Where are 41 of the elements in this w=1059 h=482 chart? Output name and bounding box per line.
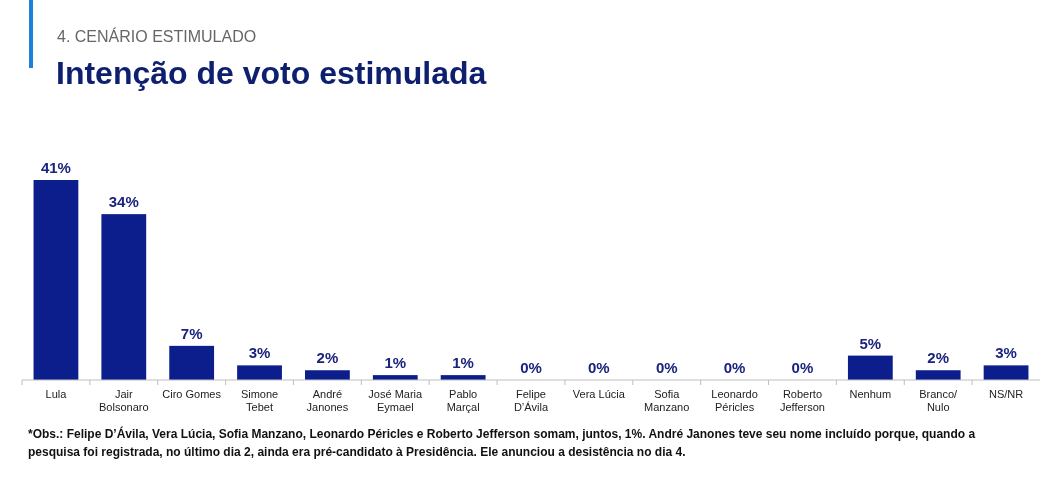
x-tick-label: NS/NR bbox=[988, 388, 1024, 400]
x-tick-label: Pablo Marçal bbox=[446, 388, 480, 413]
x-tick-label: Vera Lúcia bbox=[572, 388, 626, 400]
data-label: 3% bbox=[248, 344, 271, 362]
data-label: 2% bbox=[316, 349, 339, 367]
x-tick-label: José Maria Eymael bbox=[368, 388, 424, 413]
data-label: 0% bbox=[791, 359, 814, 376]
x-tick-label: Roberto Jefferson bbox=[779, 388, 825, 413]
bar bbox=[169, 345, 215, 380]
x-tick-label: Leonardo Péricles bbox=[711, 388, 758, 413]
bar bbox=[983, 365, 1029, 380]
chart-title: Intenção de voto estimulada bbox=[56, 55, 487, 91]
x-tick-label: Jair Bolsonaro bbox=[99, 388, 149, 413]
data-label: 5% bbox=[859, 334, 882, 352]
data-label: 2% bbox=[927, 349, 950, 367]
chart-subtitle: 4. CENÁRIO ESTIMULADO bbox=[57, 27, 257, 45]
data-label: 0% bbox=[520, 359, 542, 376]
x-tick-label: Nenhum bbox=[849, 388, 892, 400]
bar bbox=[101, 214, 147, 380]
data-label: 1% bbox=[384, 354, 407, 372]
data-label: 34% bbox=[108, 193, 139, 211]
data-label: 0% bbox=[723, 359, 746, 376]
bar bbox=[915, 370, 961, 380]
bar bbox=[305, 370, 350, 380]
x-tick-label: Lula bbox=[45, 388, 68, 400]
data-label: 7% bbox=[180, 324, 203, 342]
x-tick-label: André Janones bbox=[306, 388, 349, 413]
data-label: 3% bbox=[995, 344, 1017, 362]
data-label: 0% bbox=[655, 359, 678, 376]
bar bbox=[33, 180, 79, 380]
data-label: 41% bbox=[40, 159, 71, 176]
x-tick-label: Simone Tebet bbox=[240, 388, 279, 413]
data-label: 0% bbox=[588, 359, 610, 376]
x-tick-label: Sofia Manzano bbox=[644, 388, 690, 413]
x-tick-label: Ciro Gomes bbox=[162, 388, 222, 400]
x-tick-label: Felipe D’Ávila bbox=[513, 388, 549, 413]
bar bbox=[847, 355, 893, 380]
data-label: 1% bbox=[452, 354, 474, 372]
text: *Obs.: Felipe D’Ávila, Vera Lúcia, Sofia Manzano, Leonardo Péricles e Roberto Jefferson somam, juntos, 1%. André Janones teve seu nome incluído porque, quando a pesquisa foi registrada, no último dia 2, ainda era pré-candidato à Presidência. Ele anunciou a desistência no dia 4. bbox=[28, 426, 976, 459]
bar bbox=[237, 365, 282, 380]
x-tick-label: Branco/ Nulo bbox=[919, 388, 959, 413]
